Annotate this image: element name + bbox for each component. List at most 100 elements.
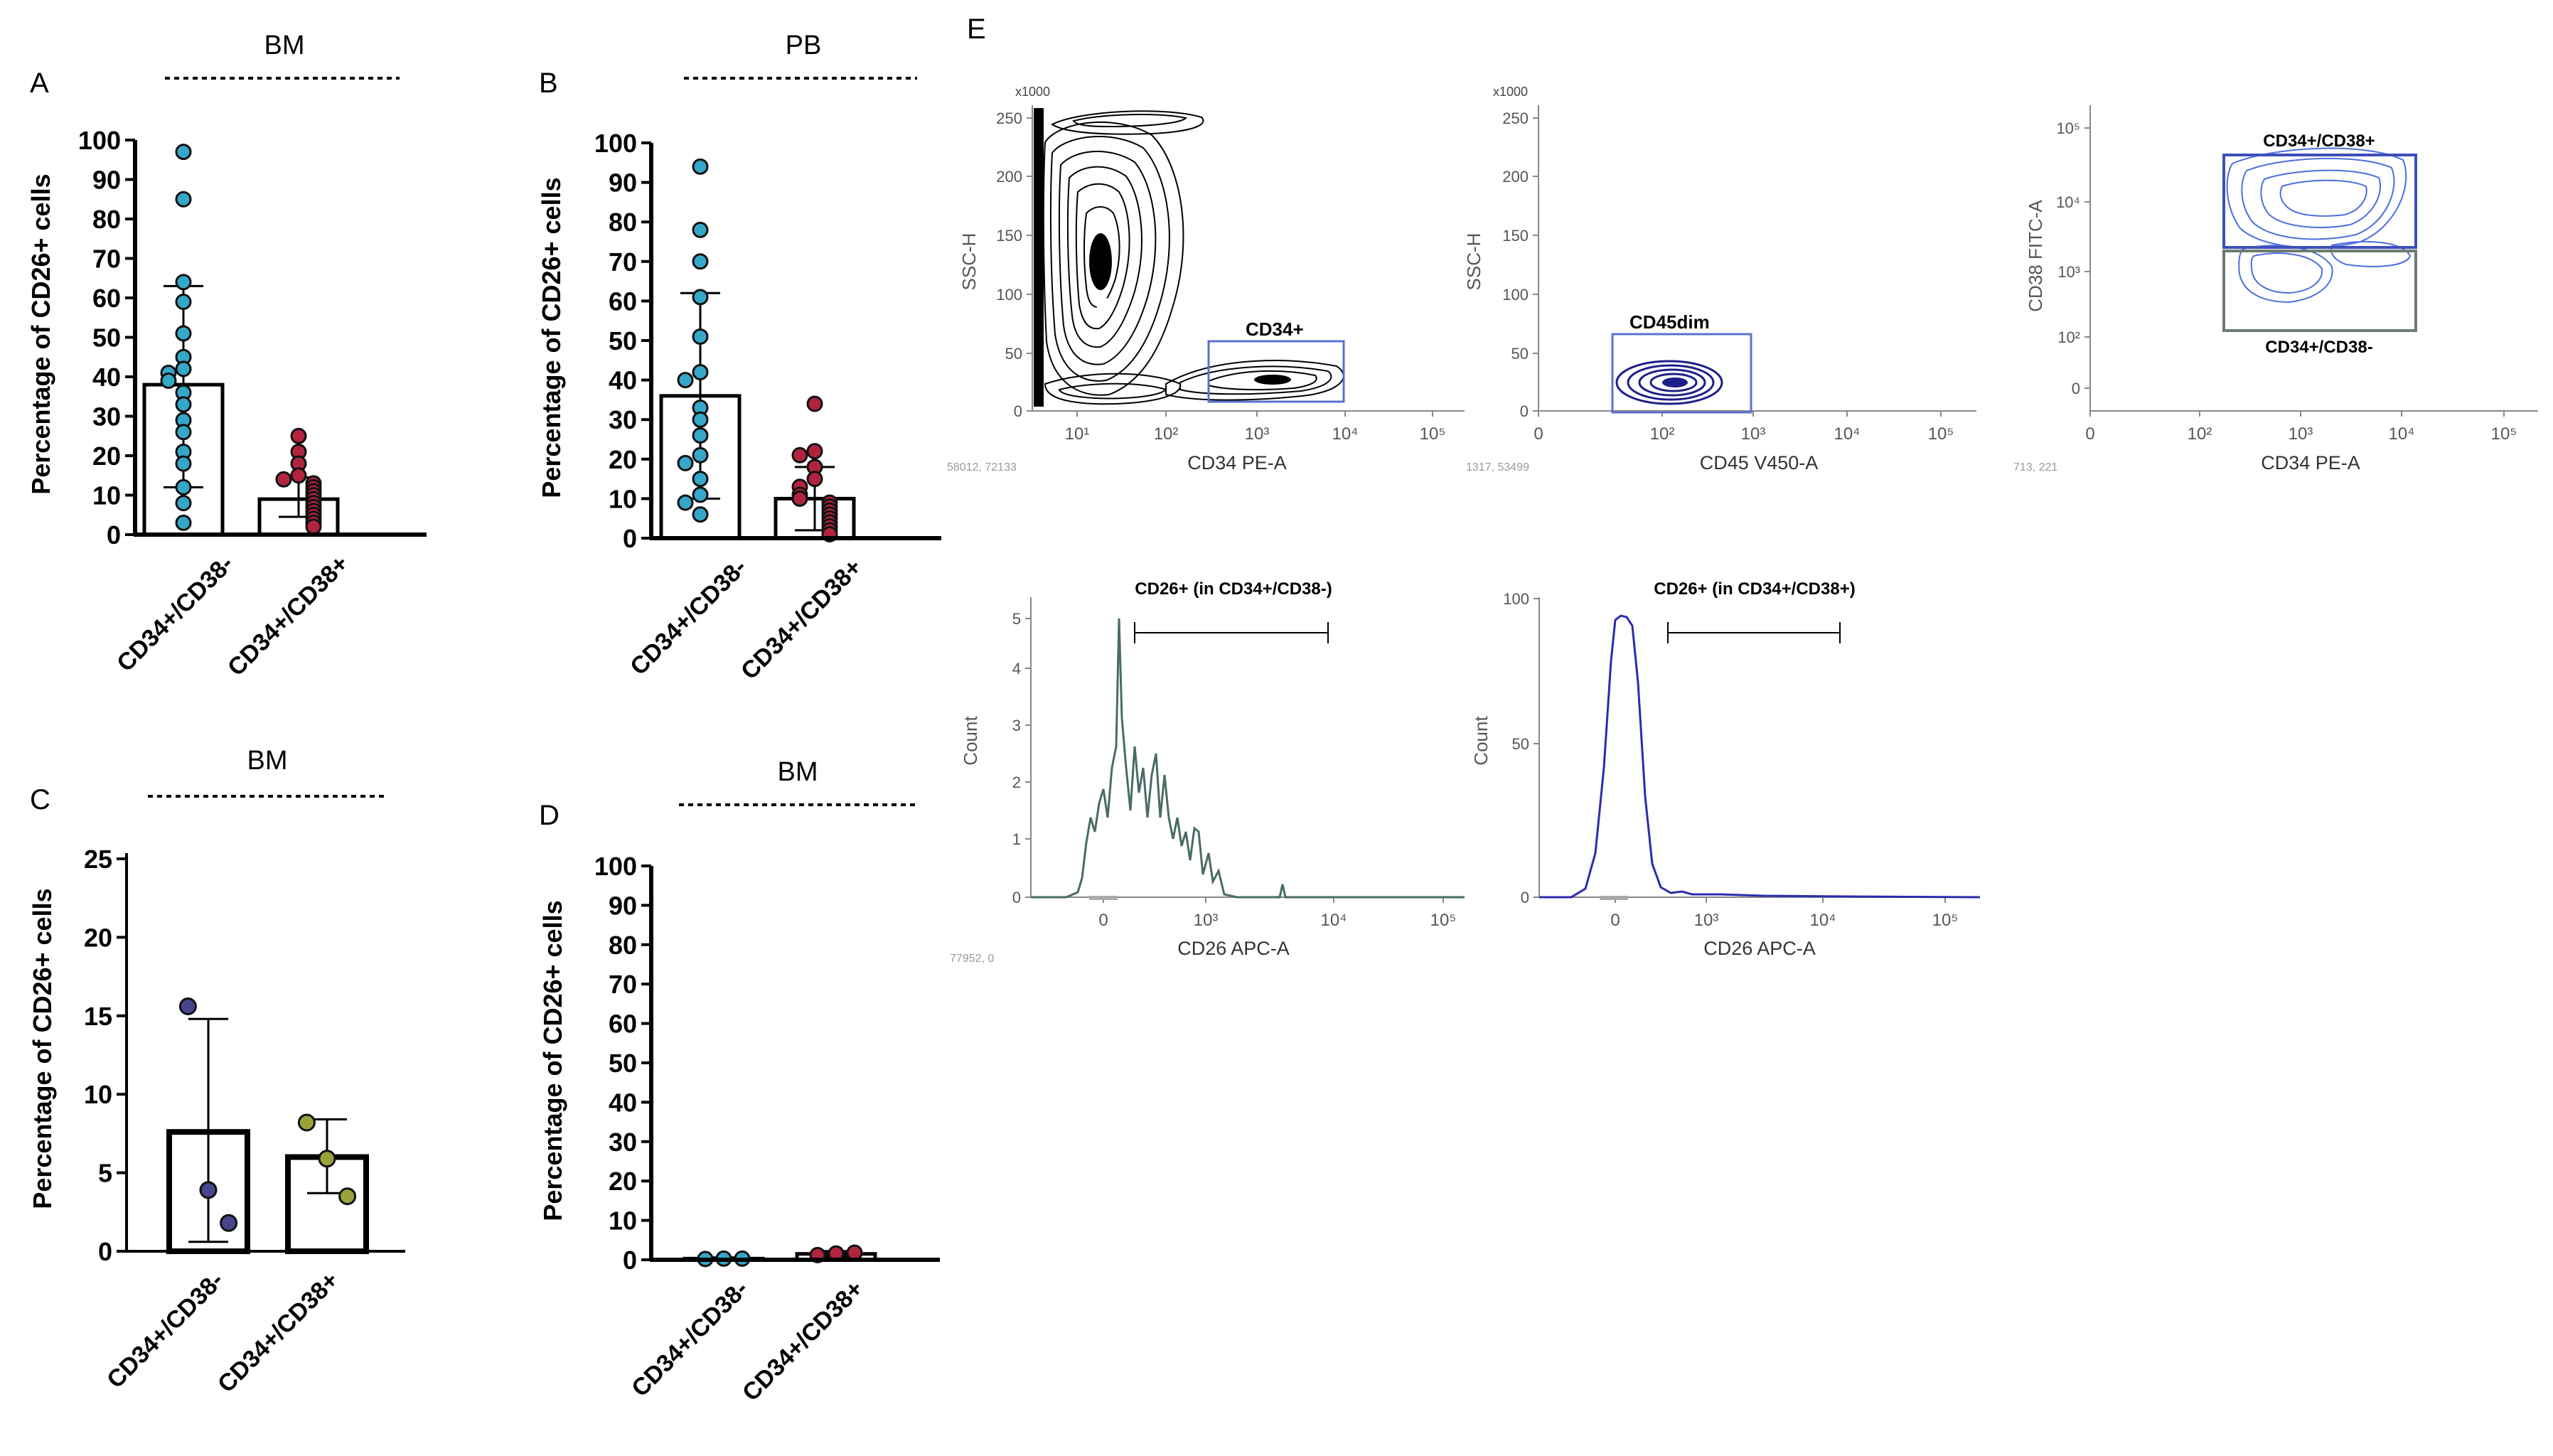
y-tick-label: 100 [1503, 590, 1529, 608]
e4-y-label: Count [960, 716, 981, 766]
data-point [692, 446, 709, 464]
panel-c-title: BM [247, 746, 288, 776]
e3-gate-lower [2222, 250, 2417, 332]
x-tick-label: 0 [1534, 424, 1543, 444]
panel-b: PB Percentage of CD26+ cells 0 10 20 30 40 50… [537, 31, 941, 685]
y-tick-label: 10⁵ [2056, 119, 2080, 137]
x-tick-label: 10³ [1245, 424, 1270, 444]
panel-a-marks [142, 144, 340, 537]
y-tick-label: 60 [609, 1010, 637, 1039]
y-tick-label: 0 [1521, 889, 1529, 906]
x-tick-label: 10⁴ [1320, 911, 1347, 930]
data-point [175, 396, 192, 413]
data-point [297, 1113, 316, 1132]
e1-cd34-contour-2 [1179, 365, 1332, 395]
y-tick-label: 10 [609, 1206, 637, 1236]
y-tick-label: 0 [1014, 402, 1022, 420]
panel-b-category-1: CD34+/CD38- [625, 554, 752, 681]
data-point [692, 411, 709, 428]
y-tick-label: 100 [594, 852, 637, 881]
e4-x-label: CD26 APC-A [1177, 938, 1290, 959]
panel-a-y-ticks: 0 10 20 30 40 50 60 70 80 90 100 [78, 126, 135, 550]
panel-b-title: PB [786, 31, 822, 60]
panel-c-marks [166, 997, 369, 1255]
e1-cd34-contour-1 [1165, 360, 1344, 401]
panel-letter-b: B [539, 68, 558, 99]
e1-y-label: SSC-H [958, 233, 980, 291]
panel-e4-histogram: Count 0 1 2 3 4 5 0 10³ 10⁴ 10⁵ CD26+ (in CD34+/… [950, 579, 1465, 965]
y-tick-label: 2 [1012, 774, 1021, 791]
y-tick-label: 60 [92, 284, 121, 313]
e1-density-peak [1096, 297, 1110, 311]
e3-gate-upper [2222, 154, 2417, 249]
e1-main-population [1042, 110, 1204, 405]
x-tick-label: 10⁵ [1430, 911, 1457, 930]
y-tick-label: 50 [609, 326, 637, 355]
panel-e1-contour: x1000 SSC-H 0 50 100 150 200 250 10¹ 10² 10³ 10⁴… [947, 85, 1465, 473]
e4-zero-marker [1089, 896, 1118, 900]
data-point [791, 490, 808, 507]
y-tick-label: 0 [623, 1246, 637, 1275]
panel-letter-e: E [967, 14, 986, 45]
x-tick-label: 10⁵ [1932, 911, 1959, 930]
panel-e5-histogram: Count 0 50 100 0 10³ 10⁴ 10⁵ CD26+ (in CD34+/… [1470, 579, 1981, 959]
y-tick-label: 200 [1502, 168, 1529, 186]
data-point [791, 446, 808, 464]
y-tick-label: 50 [1005, 345, 1022, 363]
y-tick-label: 10³ [2057, 263, 2080, 281]
y-tick-label: 150 [1502, 227, 1529, 245]
y-tick-label: 90 [609, 168, 637, 198]
panel-d-marks [683, 1244, 877, 1268]
x-tick-label: 10¹ [1065, 424, 1090, 444]
y-tick-label: 40 [92, 363, 121, 392]
data-point [175, 424, 192, 441]
panel-b-category-2: CD34+/CD38+ [736, 554, 867, 685]
data-point [175, 274, 192, 291]
e1-left-column-events [1034, 108, 1044, 407]
e3-gate-upper-label: CD34+/CD38+ [2263, 132, 2375, 151]
e1-contour-ring-2 [1049, 136, 1170, 382]
y-tick-label: 200 [996, 168, 1022, 186]
e4-histogram-line [1031, 618, 1465, 899]
e3-gate-lower-label: CD34+/CD38- [2265, 338, 2372, 357]
e2-cd45-contour-3 [1638, 368, 1706, 397]
data-point [806, 471, 823, 488]
x-tick-label: 10⁵ [2491, 424, 2517, 444]
e2-multiplier: x1000 [1493, 85, 1528, 99]
data-point [677, 494, 694, 511]
e5-gate-label: CD26+ (in CD34+/CD38+) [1654, 579, 1855, 599]
panel-letter-a: A [30, 68, 49, 99]
data-point [290, 427, 307, 444]
x-tick-label: 0 [1610, 911, 1620, 930]
e3-upper-contour-2 [2241, 157, 2395, 240]
data-point [160, 373, 177, 390]
e3-lower-contour-2 [2250, 252, 2323, 294]
e4-x-ticks: 0 10³ 10⁴ 10⁵ [1098, 897, 1456, 930]
y-tick-label: 20 [609, 1167, 637, 1196]
y-tick-label: 20 [84, 923, 112, 952]
panel-letter-d: D [539, 800, 560, 831]
y-tick-label: 70 [609, 970, 637, 999]
panel-d: BM Percentage of CD26+ cells 0 10 20 30 40 50… [538, 757, 940, 1406]
e1-x-ticks: 10¹ 10² 10³ 10⁴ 10⁵ [1065, 411, 1445, 444]
e1-cd34-core [1254, 375, 1291, 385]
panel-d-category-1: CD34+/CD38- [626, 1275, 754, 1403]
panel-d-y-label: Percentage of CD26+ cells [538, 900, 567, 1221]
x-tick-label: 10³ [1194, 911, 1219, 930]
data-point [175, 360, 192, 378]
e5-y-label: Count [1470, 716, 1492, 766]
e3-x-label: CD34 PE-A [2261, 452, 2360, 473]
y-tick-label: 100 [594, 129, 637, 158]
panel-a-title: BM [264, 31, 305, 60]
y-tick-label: 1 [1012, 830, 1021, 848]
x-tick-label: 10⁴ [1332, 424, 1358, 444]
y-tick-label: 70 [609, 247, 637, 277]
y-tick-label: 25 [84, 845, 112, 874]
e3-upper-population [2226, 147, 2412, 304]
panel-b-y-ticks: 0 10 20 30 40 50 60 70 80 90 100 [594, 129, 651, 553]
data-point [275, 471, 292, 488]
y-tick-label: 50 [609, 1049, 637, 1078]
data-point [175, 478, 192, 496]
e1-top-cluster-inner [1072, 114, 1188, 128]
